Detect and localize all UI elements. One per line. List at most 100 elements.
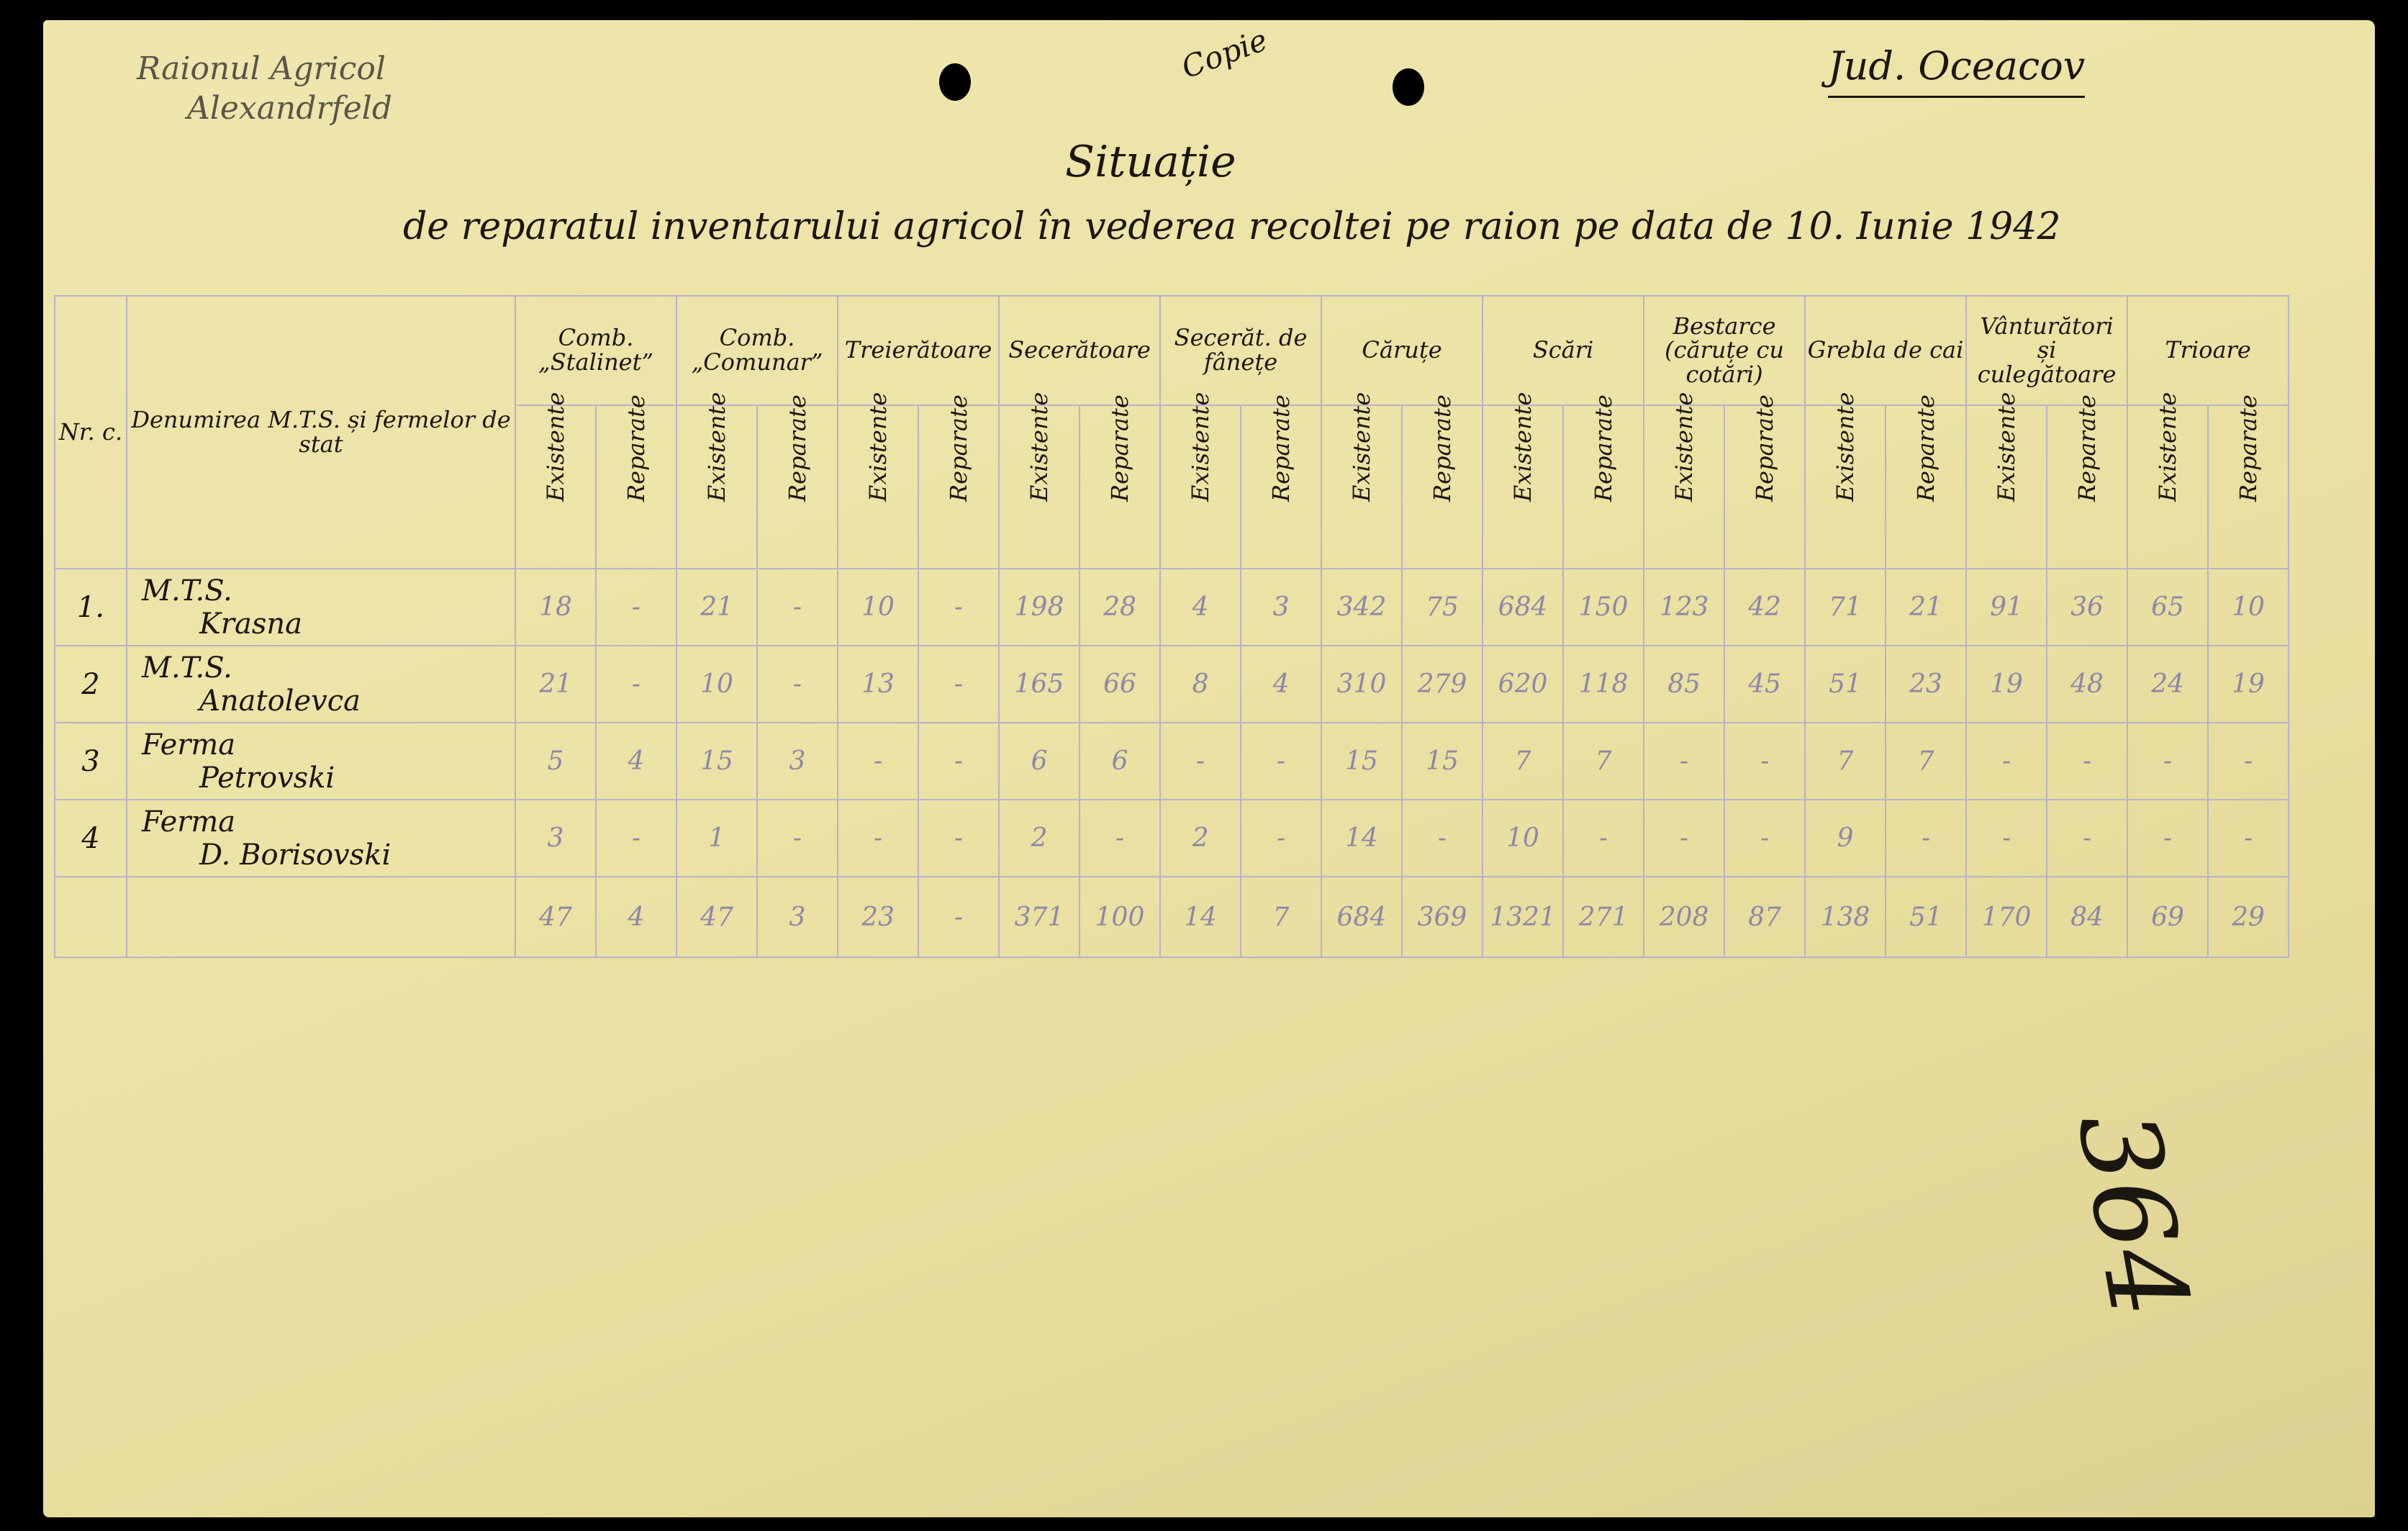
total-value: 684 xyxy=(1321,876,1403,958)
cell-value: - xyxy=(837,722,920,800)
subheader-label: Existente xyxy=(1670,392,1698,502)
table-row: 3 Ferma Petrovski 5 4 15 3- -6 6- -15 15 7 7- -7 7- - - - xyxy=(54,722,2290,800)
subheader-label: Existente xyxy=(1832,392,1860,502)
cell-value: - xyxy=(756,799,839,877)
table-row: 4 Ferma D. Borisovski 3-1- - -2-2-14-10- - -9- -… xyxy=(54,799,2290,877)
cell-value: 310 xyxy=(1321,645,1403,723)
total-value: 371 xyxy=(998,876,1081,958)
subheader: Reparate xyxy=(1401,394,1484,569)
cell-value: 198 xyxy=(998,568,1081,646)
subheader: Reparate xyxy=(595,394,677,569)
subheader-label: Reparate xyxy=(2235,394,2263,502)
row-name-type: Ferma xyxy=(142,805,236,839)
document-title: Situație xyxy=(1065,137,1236,187)
cell-value: 2 xyxy=(1159,799,1242,877)
total-value: - xyxy=(918,876,1000,958)
cell-value: 36 xyxy=(2046,568,2129,646)
cell-value: 7 xyxy=(1885,722,1968,800)
subheader: Reparate xyxy=(2207,394,2290,569)
cell-value: 8 xyxy=(1159,645,1242,723)
cell-value: 21 xyxy=(1885,568,1968,646)
cell-value: - xyxy=(595,568,677,646)
cell-value: - xyxy=(2046,799,2129,877)
cell-value: - xyxy=(1724,722,1806,800)
cell-value: - xyxy=(918,799,1000,877)
cell-value: - xyxy=(756,645,839,723)
subheader: Existente xyxy=(1965,392,2048,569)
total-value: 51 xyxy=(1885,876,1968,958)
cell-value: 5 xyxy=(515,722,597,800)
row-name-title: D. Borisovski xyxy=(199,838,391,872)
totals-label xyxy=(126,876,516,958)
group-header: Grebla de cai xyxy=(1804,295,1968,406)
cell-value: 71 xyxy=(1804,568,1887,646)
total-value: 47 xyxy=(515,876,597,958)
punch-hole xyxy=(939,63,971,101)
cell-value: 24 xyxy=(2127,645,2209,723)
cell-value: 3 xyxy=(515,799,597,877)
cell-value: 3 xyxy=(756,722,839,800)
cell-value: 7 xyxy=(1482,722,1565,800)
subheader-label: Reparate xyxy=(1751,394,1779,502)
subheader: Existente xyxy=(1321,392,1403,569)
table-row: 1. M.T.S. Krasna 18-21-10-198 28 4 3 342 75 684 15… xyxy=(54,568,2290,646)
cell-value: - xyxy=(2127,799,2209,877)
cell-value: - xyxy=(2207,722,2290,800)
subheader: Existente xyxy=(1804,392,1887,569)
cell-value: - xyxy=(1724,799,1806,877)
cell-value: - xyxy=(918,568,1000,646)
subheader-label: Existente xyxy=(2154,392,2182,502)
subheader: Existente xyxy=(998,392,1081,569)
subheader: Existente xyxy=(2127,392,2209,569)
total-value: 369 xyxy=(1401,876,1484,958)
inventory-table: Nr. c. Denumirea M.T.S. și fermelor de s… xyxy=(54,295,2290,958)
cell-value: 75 xyxy=(1401,568,1484,646)
cell-value: 7 xyxy=(1804,722,1887,800)
col-no-header: Nr. c. xyxy=(54,295,127,569)
cell-value: - xyxy=(1562,799,1645,877)
cell-value: - xyxy=(595,645,677,723)
row-name: Ferma Petrovski xyxy=(126,722,516,800)
document-subtitle: de reparatul inventarului agricol în ved… xyxy=(403,205,2061,248)
col-name-header: Denumirea M.T.S. și fermelor de stat xyxy=(126,295,516,569)
subheader-label: Reparate xyxy=(1590,394,1618,502)
group-header: Comb. „Comunar” xyxy=(675,295,839,406)
cell-value: 21 xyxy=(676,568,758,646)
cell-value: 4 xyxy=(1240,645,1323,723)
group-header: Trioare xyxy=(2127,295,2290,406)
total-value: 7 xyxy=(1240,876,1323,958)
cell-value: 3 xyxy=(1240,568,1323,646)
subheader-label: Existente xyxy=(1187,392,1215,502)
cell-value: 123 xyxy=(1643,568,1726,646)
table-row: 2 M.T.S. Anatolevca 21-10-13-165 66 8 4 310 279 6… xyxy=(54,645,2290,723)
cell-value: 2 xyxy=(998,799,1081,877)
group-header: Scări xyxy=(1482,295,1645,406)
cell-value: 48 xyxy=(2046,645,2129,723)
cell-value: 1 xyxy=(676,799,758,877)
row-number: 1. xyxy=(54,568,127,646)
cell-value: 66 xyxy=(1079,645,1162,723)
subheader: Existente xyxy=(1482,392,1565,569)
total-value: 1321 xyxy=(1482,876,1565,958)
cell-value: 28 xyxy=(1079,568,1162,646)
subheader-label: Existente xyxy=(703,392,730,502)
subheader: Reparate xyxy=(2046,394,2129,569)
total-value: 208 xyxy=(1643,876,1726,958)
subheader: Reparate xyxy=(1079,394,1162,569)
header-raion: Raionul Agricol xyxy=(137,50,386,87)
cell-value: 9 xyxy=(1804,799,1887,877)
subheader: Existente xyxy=(1643,392,1726,569)
row-name-title: Petrovski xyxy=(199,761,335,795)
group-header: Bestarce (căruțe cu cotări) xyxy=(1643,295,1806,406)
cell-value: - xyxy=(918,722,1000,800)
cell-value: 10 xyxy=(676,645,758,723)
group-header: Vânturători și culegătoare xyxy=(1965,295,2129,406)
cell-value: - xyxy=(1643,722,1726,800)
cell-value: - xyxy=(1885,799,1968,877)
total-value: 100 xyxy=(1079,876,1162,958)
cell-value: 45 xyxy=(1724,645,1806,723)
subheader-label: Existente xyxy=(542,392,569,502)
cell-value: - xyxy=(1079,799,1162,877)
row-name-type: Ferma xyxy=(142,728,236,762)
row-name-type: M.T.S. xyxy=(142,651,232,685)
